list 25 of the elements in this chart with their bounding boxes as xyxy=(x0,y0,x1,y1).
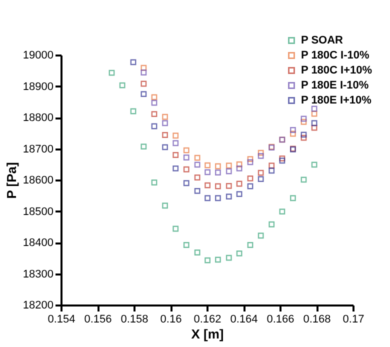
x-tick-label: 0.156 xyxy=(84,314,112,326)
y-tick-label: 18200 xyxy=(22,300,54,312)
legend-label: P 180C I-10% xyxy=(301,50,370,62)
legend-label: P 180C I+10% xyxy=(301,64,372,76)
y-tick-label: 18600 xyxy=(22,174,54,186)
y-tick-label: 18300 xyxy=(22,268,54,280)
legend-label: P 180E I-10% xyxy=(301,80,369,92)
x-tick-label: 0.17 xyxy=(342,314,364,326)
x-tick-label: 0.16 xyxy=(160,314,182,326)
x-tick-label: 0.158 xyxy=(120,314,148,326)
y-tick-label: 18500 xyxy=(22,206,54,218)
x-tick-label: 0.166 xyxy=(266,314,294,326)
x-tick-label: 0.164 xyxy=(230,314,258,326)
y-tick-label: 18400 xyxy=(22,237,54,249)
y-tick-label: 18800 xyxy=(22,112,54,124)
x-tick-label: 0.162 xyxy=(194,314,222,326)
y-tick-label: 19000 xyxy=(22,50,54,62)
y-tick-label: 18700 xyxy=(22,143,54,156)
x-axis-title: X [m] xyxy=(191,326,224,342)
y-tick-label: 18900 xyxy=(22,80,54,93)
x-tick-label: 0.154 xyxy=(48,314,76,326)
y-axis-title: P [Pa] xyxy=(4,162,19,199)
legend-label: P 180E I+10% xyxy=(301,94,372,106)
x-tick-label: 0.168 xyxy=(303,314,331,326)
legend-label: P SOAR xyxy=(301,34,344,46)
